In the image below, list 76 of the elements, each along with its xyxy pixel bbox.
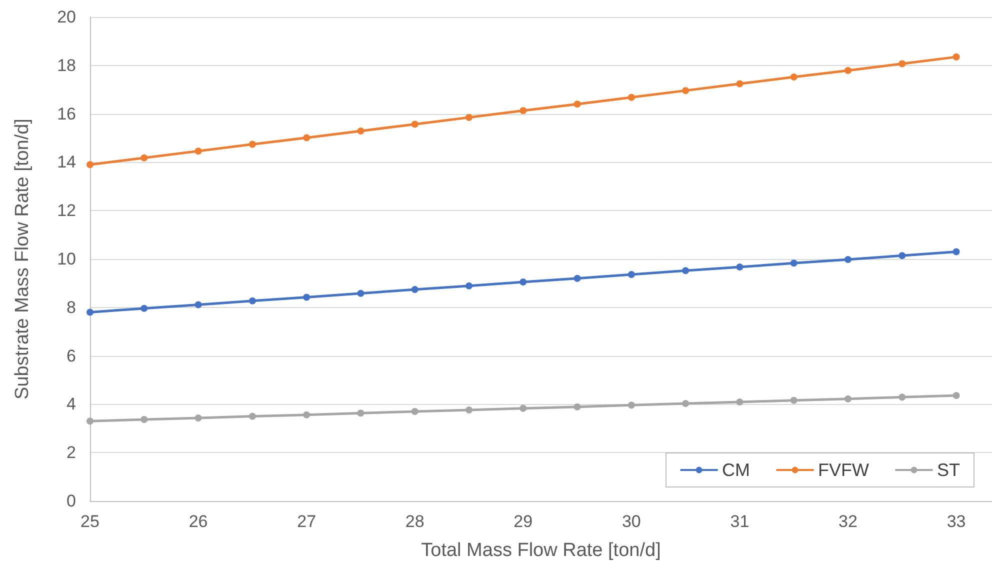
point [736, 80, 744, 88]
x-tick-label: 31 [730, 512, 750, 531]
point [844, 256, 852, 263]
point [736, 263, 744, 270]
point [411, 286, 418, 293]
legend-label: ST [937, 460, 960, 480]
point [844, 66, 852, 74]
point [140, 416, 148, 423]
x-tick-label: 29 [514, 512, 533, 531]
point [736, 398, 744, 406]
y-tick-label: 0 [66, 492, 76, 510]
point [466, 114, 472, 121]
point [303, 134, 310, 142]
y-tick-label: 10 [57, 250, 76, 268]
point [194, 301, 202, 308]
legend-label: FVFW [818, 460, 870, 480]
y-tick-label: 12 [57, 201, 76, 220]
point [790, 260, 798, 267]
point [574, 403, 581, 410]
point [574, 100, 581, 108]
point [952, 248, 960, 256]
point [357, 127, 364, 134]
point [952, 53, 960, 60]
point [357, 290, 364, 297]
x-axis-title: Total Mass Flow Rate [ton/d] [421, 540, 661, 561]
point [520, 404, 527, 412]
point [194, 148, 202, 155]
point [140, 304, 148, 312]
y-tick-label: 4 [66, 394, 76, 414]
x-tick-label: 32 [838, 512, 858, 531]
point [898, 60, 906, 68]
y-tick-label: 18 [57, 56, 76, 75]
x-tick-label: 25 [80, 512, 100, 531]
y-tick-label: 20 [57, 8, 76, 26]
point [898, 394, 906, 401]
point [357, 410, 364, 417]
point [248, 297, 256, 304]
point [790, 74, 798, 81]
point [303, 411, 310, 418]
point [790, 396, 798, 404]
point [574, 274, 581, 282]
point [628, 270, 635, 278]
x-tick-label: 28 [405, 512, 424, 531]
x-tick-label: 33 [946, 512, 966, 531]
point [952, 392, 960, 399]
point [682, 400, 690, 407]
point [86, 418, 94, 425]
point [248, 412, 256, 420]
point [140, 154, 148, 162]
point [628, 402, 635, 409]
x-tick-label: 30 [622, 512, 641, 531]
point [682, 87, 690, 94]
y-tick-label: 14 [57, 152, 76, 172]
point [682, 267, 690, 274]
point [898, 252, 906, 260]
y-tick-label: 2 [66, 443, 76, 462]
point [628, 94, 635, 101]
point [466, 406, 472, 414]
y-axis-title: Substrate Mass Flow Rate [ton/d] [12, 118, 33, 400]
point [248, 140, 256, 148]
point [520, 278, 527, 286]
x-tick-label: 27 [297, 512, 316, 531]
x-tick-label: 26 [188, 512, 208, 531]
point [466, 282, 472, 290]
point [194, 414, 202, 422]
point [520, 107, 527, 114]
point [303, 294, 310, 301]
point [844, 395, 852, 402]
y-tick-label: 8 [66, 298, 76, 317]
legend-label: CM [722, 460, 750, 480]
point [411, 120, 418, 128]
y-tick-label: 16 [57, 104, 76, 124]
point [86, 161, 94, 168]
y-tick-label: 6 [66, 346, 76, 366]
point [411, 408, 418, 415]
point [86, 308, 94, 316]
